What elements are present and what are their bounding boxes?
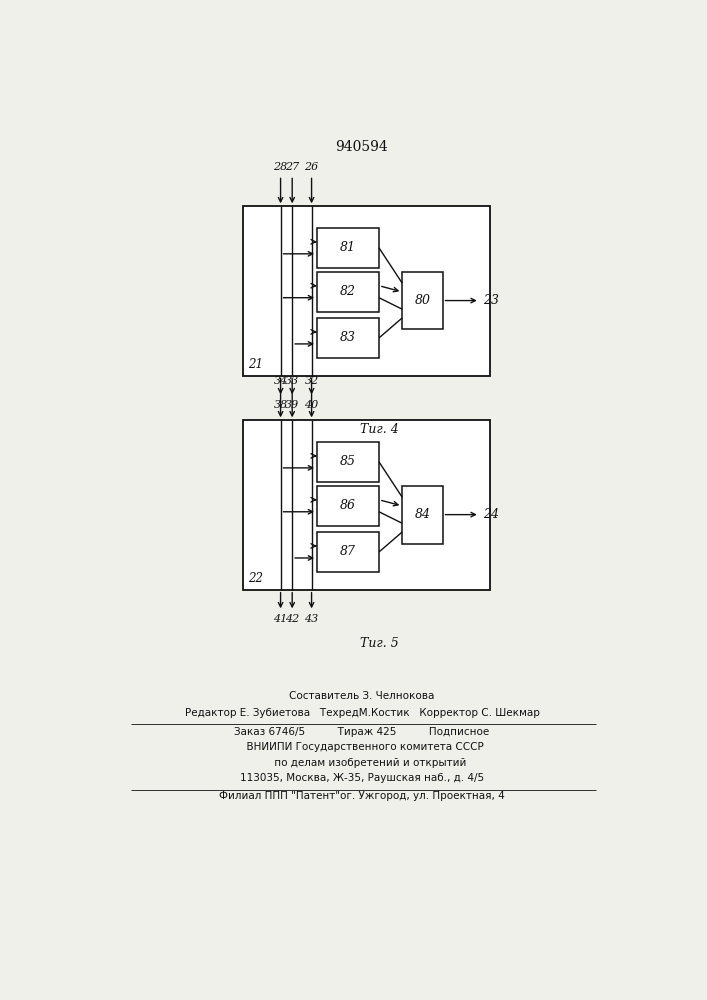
Text: 86: 86	[340, 499, 356, 512]
Text: 43: 43	[305, 614, 319, 624]
Text: 83: 83	[340, 331, 356, 344]
Text: 41: 41	[274, 614, 288, 624]
Text: 26: 26	[305, 162, 319, 172]
Bar	[243, 206, 490, 376]
Text: Заказ 6746/5          Тираж 425          Подписное: Заказ 6746/5 Тираж 425 Подписное	[234, 727, 489, 737]
Bar	[317, 532, 379, 572]
Text: 42: 42	[285, 614, 299, 624]
Text: Составитель З. Челнокова: Составитель З. Челнокова	[289, 691, 435, 701]
Bar	[317, 272, 379, 312]
Text: 21: 21	[248, 358, 263, 371]
Text: 80: 80	[414, 294, 431, 307]
Text: 81: 81	[340, 241, 356, 254]
Text: Τиг. 4: Τиг. 4	[360, 423, 398, 436]
Text: 82: 82	[340, 285, 356, 298]
Text: 85: 85	[340, 455, 356, 468]
Bar	[402, 272, 443, 329]
Text: 27: 27	[285, 162, 299, 172]
Text: 87: 87	[340, 545, 356, 558]
Text: 32: 32	[305, 376, 319, 386]
Text: 39: 39	[285, 400, 299, 410]
Bar	[317, 228, 379, 268]
Text: 28: 28	[274, 162, 288, 172]
Text: 940594: 940594	[336, 140, 388, 154]
Bar	[317, 318, 379, 358]
Bar	[402, 486, 443, 544]
Text: Τиг. 5: Τиг. 5	[360, 637, 398, 650]
Text: 113035, Москва, Ж-35, Раушская наб., д. 4/5: 113035, Москва, Ж-35, Раушская наб., д. …	[240, 773, 484, 783]
Bar	[243, 420, 490, 590]
Text: ВНИИПИ Государственного комитета СССР: ВНИИПИ Государственного комитета СССР	[240, 742, 484, 752]
Text: по делам изобретений и открытий: по делам изобретений и открытий	[258, 758, 466, 768]
Bar	[317, 442, 379, 482]
Text: Редактор Е. Зубиетова   ТехредМ.Костик   Корректор С. Шекмар: Редактор Е. Зубиетова ТехредМ.Костик Кор…	[185, 708, 539, 718]
Text: Филиал ППП "Патент"ог. Ужгород, ул. Проектная, 4: Филиал ППП "Патент"ог. Ужгород, ул. Прое…	[219, 791, 505, 801]
Bar	[317, 486, 379, 526]
Text: 22: 22	[248, 572, 263, 585]
Text: 40: 40	[305, 400, 319, 410]
Text: 84: 84	[414, 508, 431, 521]
Text: 33: 33	[285, 376, 299, 386]
Text: 34: 34	[274, 376, 288, 386]
Text: 38: 38	[274, 400, 288, 410]
Text: 24: 24	[483, 508, 499, 521]
Text: 23: 23	[483, 294, 499, 307]
